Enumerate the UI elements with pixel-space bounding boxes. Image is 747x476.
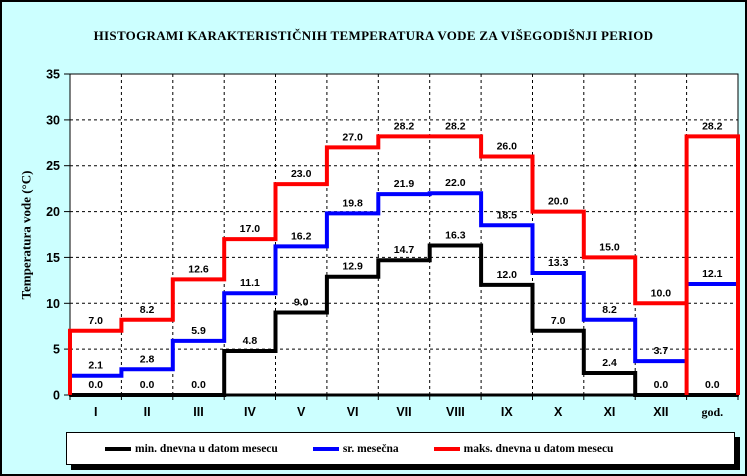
- data-label: 26.0: [497, 141, 518, 153]
- data-label: 18.5: [497, 209, 518, 221]
- data-label: 2.4: [602, 357, 617, 369]
- x-category-label: I: [94, 405, 97, 419]
- data-label: 22.0: [445, 177, 466, 189]
- y-tick-label: 10: [46, 297, 60, 311]
- x-category-label: god.: [701, 405, 723, 419]
- data-label: 0.0: [705, 379, 720, 391]
- data-label: 28.2: [394, 120, 415, 132]
- series-min-line: [70, 243, 738, 397]
- data-label: 27.0: [342, 131, 363, 143]
- data-label: 28.2: [702, 120, 723, 132]
- data-label: 19.8: [342, 197, 363, 209]
- legend: min. dnevna u datom mesecu sr. mesečna mak…: [66, 432, 735, 465]
- data-label: 16.3: [445, 230, 466, 242]
- data-label: 5.9: [191, 325, 206, 337]
- data-label: 0.0: [654, 379, 669, 391]
- x-category-label: VII: [396, 405, 411, 419]
- y-tick-label: 30: [46, 113, 60, 127]
- x-category-label: II: [144, 405, 151, 419]
- legend-label: min. dnevna u datom mesecu: [135, 442, 278, 455]
- data-label: 2.1: [88, 360, 103, 372]
- data-label: 8.2: [602, 304, 617, 316]
- y-tick-label: 0: [53, 389, 60, 403]
- data-label: 21.9: [394, 178, 415, 190]
- y-tick-label: 20: [46, 205, 60, 219]
- y-tick-label: 15: [46, 251, 60, 265]
- data-label: 4.8: [243, 335, 258, 347]
- data-label: 23.0: [291, 168, 312, 180]
- data-label: 0.0: [191, 379, 206, 391]
- data-label: 3.7: [654, 345, 669, 357]
- data-label: 17.0: [240, 223, 261, 235]
- data-label: 0.0: [88, 379, 103, 391]
- data-label: 12.1: [702, 268, 723, 280]
- legend-label: sr. mesečna: [342, 442, 399, 455]
- data-label: 13.3: [548, 257, 569, 269]
- data-label: 16.2: [291, 230, 312, 242]
- legend-item: sr. mesečna: [312, 442, 399, 455]
- data-label: 12.9: [342, 261, 363, 273]
- data-label: 14.7: [394, 244, 415, 256]
- series-avg-line: [70, 191, 687, 378]
- data-label: 0.0: [140, 379, 155, 391]
- data-label: 12.0: [497, 269, 518, 281]
- data-label: 15.0: [599, 241, 620, 253]
- legend-line-swatch: [312, 446, 339, 451]
- x-category-label: III: [193, 405, 203, 419]
- data-label: 9.0: [294, 297, 309, 309]
- x-category-label: V: [297, 405, 306, 419]
- legend-item: maks. dnevna u datom mesecu: [433, 442, 614, 455]
- x-category-label: X: [554, 405, 563, 419]
- x-category-label: IX: [501, 405, 513, 419]
- y-tick-label: 5: [53, 343, 60, 357]
- x-category-label: XII: [653, 405, 668, 419]
- data-label: 7.0: [88, 315, 103, 327]
- data-label: 20.0: [548, 196, 569, 208]
- data-label: 12.6: [188, 263, 209, 275]
- legend-label: maks. dnevna u datom mesecu: [463, 442, 614, 455]
- series-max-year-box: [684, 134, 740, 395]
- x-category-label: XI: [604, 405, 616, 419]
- y-tick-label: 35: [46, 68, 60, 82]
- data-label: 2.8: [140, 353, 155, 365]
- y-tick-label: 25: [46, 159, 60, 173]
- x-category-label: VI: [347, 405, 359, 419]
- x-category-label: VIII: [446, 405, 465, 419]
- data-label: 8.2: [140, 304, 155, 316]
- x-category-label: IV: [244, 405, 256, 419]
- data-label: 11.1: [240, 277, 260, 289]
- data-label: 10.0: [651, 287, 672, 299]
- legend-item: min. dnevna u datom mesecu: [105, 443, 278, 455]
- data-label: 28.2: [445, 120, 466, 132]
- legend-line-swatch: [433, 446, 460, 451]
- series-max-line: [68, 134, 687, 395]
- data-label: 7.0: [551, 315, 566, 327]
- legend-line-swatch: [105, 446, 131, 451]
- chart-title: HISTOGRAMI KARAKTERISTIČNIH TEMPERATURA …: [93, 28, 654, 43]
